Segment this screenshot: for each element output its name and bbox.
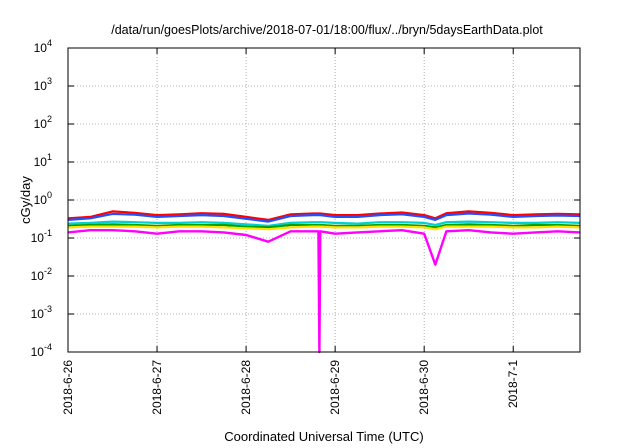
y-tick-label: 103 xyxy=(34,76,52,93)
y-tick-label: 10-1 xyxy=(31,228,52,245)
x-tick-label: 2018-6-30 xyxy=(417,360,431,415)
x-axis-title: Coordinated Universal Time (UTC) xyxy=(224,429,423,444)
y-tick-label: 102 xyxy=(34,114,52,131)
series-layer xyxy=(67,210,581,354)
y-tick-label: 104 xyxy=(34,38,52,55)
series-line-5 xyxy=(67,225,581,231)
chart-title: /data/run/goesPlots/archive/2018-07-01/1… xyxy=(111,23,543,37)
x-tick-label: 2018-6-29 xyxy=(328,360,342,415)
series-line-1 xyxy=(67,210,581,221)
x-tick-label: 2018-6-27 xyxy=(150,360,164,415)
x-tick-label: 2018-7-1 xyxy=(506,360,520,408)
x-tick-label: 2018-6-26 xyxy=(61,360,75,415)
series-line-6 xyxy=(67,228,581,354)
y-tick-label: 10-3 xyxy=(31,304,52,321)
y-axis: 10-4 10-3 10-2 10-1 100 101 102 103 104 xyxy=(31,38,580,359)
series-line-3 xyxy=(67,220,581,227)
y-axis-title: cGy/day xyxy=(18,176,33,224)
y-tick-label: 10-4 xyxy=(31,342,52,359)
y-tick-label: 101 xyxy=(34,152,52,169)
x-axis: 2018-6-26 2018-6-27 2018-6-28 2018-6-29 2018… xyxy=(61,48,520,415)
series-line-4 xyxy=(67,223,581,229)
grid xyxy=(67,48,580,352)
y-tick-label: 10-2 xyxy=(31,266,52,283)
x-tick-label: 2018-6-28 xyxy=(239,360,253,415)
y-tick-label: 100 xyxy=(34,190,52,207)
series-line-2 xyxy=(67,212,581,223)
